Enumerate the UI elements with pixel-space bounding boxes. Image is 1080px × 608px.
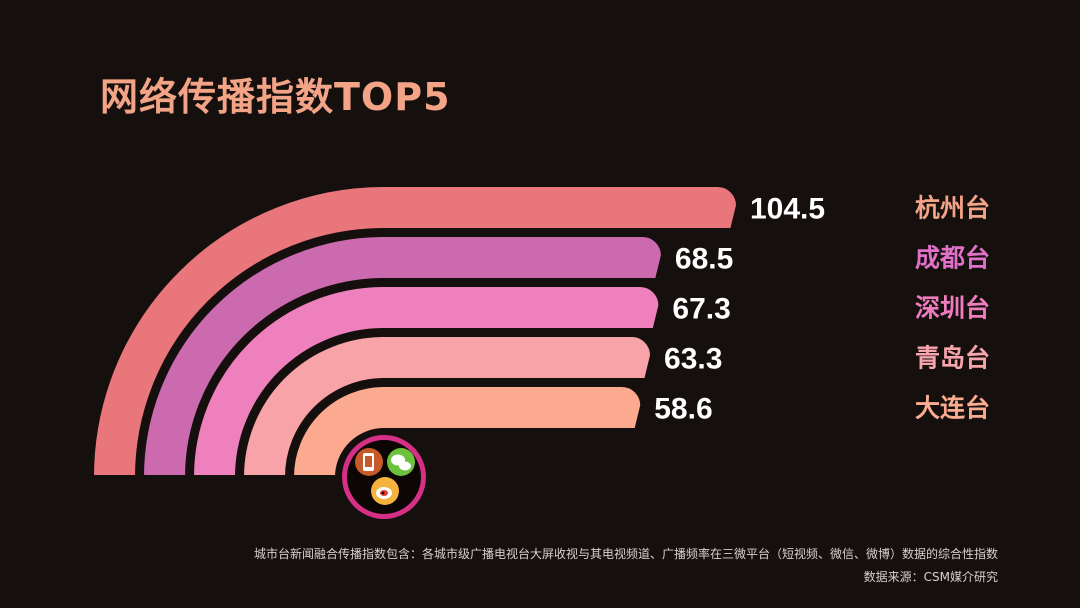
value-label: 63.3	[664, 343, 722, 376]
icon-hub	[342, 435, 426, 519]
bar-2	[139, 233, 665, 479]
chart-title: 网络传播指数TOP5	[100, 75, 451, 119]
category-label: 成都台	[915, 244, 990, 273]
labels-group: 104.5 杭州台 68.5 成都台 67.3 深圳台 63.3 青岛台 58.6 大连台	[654, 193, 990, 426]
category-label: 大连台	[915, 394, 990, 423]
bar-3	[189, 283, 663, 479]
footnote: 城市台新闻融合传播指数包含：各城市级广播电视台大屏收视与其电视频道、广播频率在三…	[253, 547, 998, 561]
category-label: 深圳台	[915, 294, 990, 323]
category-label: 杭州台	[915, 194, 990, 223]
value-label: 68.5	[675, 243, 733, 276]
category-label: 青岛台	[915, 344, 990, 373]
weibo-icon	[371, 477, 399, 505]
bar-1	[89, 183, 741, 479]
bar-5	[289, 383, 645, 479]
value-label: 58.6	[654, 393, 712, 426]
value-label: 104.5	[750, 193, 825, 226]
bars-group	[89, 183, 741, 479]
wechat-icon	[387, 448, 415, 476]
bar-4	[239, 333, 655, 479]
source-note: 数据来源：CSM媒介研究	[863, 570, 998, 584]
value-label: 67.3	[672, 293, 730, 326]
phone-icon	[355, 448, 383, 476]
